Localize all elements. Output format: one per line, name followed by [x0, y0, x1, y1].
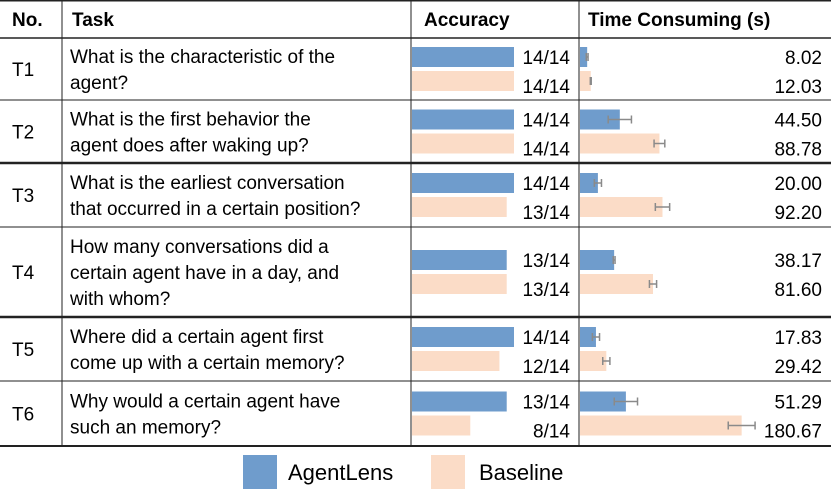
header-no: No.	[12, 10, 43, 31]
time-label-agentlens: 51.29	[774, 393, 822, 414]
task-text-line: with whom?	[69, 289, 170, 310]
time-errorbar-agentlens	[607, 115, 633, 124]
accuracy-label-agentlens: 14/14	[522, 111, 570, 132]
accuracy-bar-agentlens	[412, 391, 507, 412]
accuracy-label-agentlens: 14/14	[522, 328, 570, 349]
accuracy-label-baseline: 14/14	[522, 140, 570, 161]
accuracy-label-baseline: 14/14	[522, 77, 570, 98]
accuracy-label-agentlens: 14/14	[522, 174, 570, 195]
legend-label-agentlens: AgentLens	[288, 460, 393, 485]
row-id: T2	[12, 123, 34, 144]
time-errorbar-baseline	[601, 357, 611, 365]
time-bar-agentlens	[580, 250, 615, 270]
task-text-line: How many conversations did a	[70, 237, 329, 258]
table-grid	[0, 0, 831, 447]
time-label-agentlens: 20.00	[774, 174, 822, 195]
legend-swatch-baseline	[431, 455, 465, 489]
time-bar-baseline	[580, 133, 660, 154]
time-label-baseline: 81.60	[774, 280, 822, 301]
accuracy-label-baseline: 8/14	[533, 422, 570, 443]
time-errorbar-baseline	[589, 77, 592, 85]
task-text-line: certain agent have in a day, and	[70, 263, 339, 284]
row-id: T5	[12, 340, 34, 361]
accuracy-bar-agentlens	[412, 109, 514, 130]
table-row: T4 How many conversations did a certain ag…	[12, 237, 822, 310]
table-rows: T1 What is the characteristic of the agent…	[12, 47, 822, 443]
time-bar-baseline	[580, 274, 654, 294]
header-accuracy: Accuracy	[424, 10, 510, 31]
table-row: T1 What is the characteristic of the agent…	[12, 47, 822, 98]
table-header: No. Task Accuracy Time Consuming (s)	[12, 10, 770, 31]
row-id: T1	[12, 60, 34, 81]
accuracy-label-agentlens: 13/14	[522, 251, 570, 272]
task-text-line: What is the earliest conversation	[70, 173, 345, 194]
time-bar-agentlens	[580, 327, 596, 347]
table-row: T2 What is the first behavior the agent do…	[12, 109, 822, 161]
legend-swatch-agentlens	[243, 455, 277, 489]
time-bar-agentlens	[580, 47, 588, 67]
task-text-line: that occurred in a certain position?	[70, 199, 360, 220]
accuracy-bar-baseline	[412, 351, 500, 371]
row-id: T3	[12, 186, 34, 207]
time-label-baseline: 29.42	[774, 357, 822, 378]
time-errorbar-agentlens	[585, 53, 589, 61]
time-errorbar-baseline	[653, 139, 666, 148]
task-text-line: such an memory?	[70, 418, 221, 439]
time-errorbar-agentlens	[591, 333, 601, 341]
time-label-agentlens: 17.83	[774, 328, 822, 349]
time-errorbar-agentlens	[612, 256, 616, 264]
time-errorbar-baseline	[727, 421, 756, 430]
task-text-line: agent does after waking up?	[70, 136, 309, 157]
accuracy-bar-baseline	[412, 133, 514, 154]
legend: AgentLens Baseline	[243, 455, 563, 489]
table-row: T3 What is the earliest conversation that …	[12, 173, 822, 224]
task-text-line: What is the characteristic of the	[70, 47, 335, 68]
time-label-baseline: 180.67	[764, 422, 822, 443]
accuracy-bar-agentlens	[412, 47, 514, 67]
time-label-baseline: 88.78	[774, 140, 822, 161]
accuracy-label-baseline: 13/14	[522, 280, 570, 301]
time-bar-baseline	[580, 415, 742, 436]
time-label-baseline: 12.03	[774, 77, 822, 98]
time-errorbar-baseline	[648, 280, 658, 288]
time-bar-agentlens	[580, 173, 598, 193]
time-bar-agentlens	[580, 109, 620, 130]
accuracy-label-agentlens: 13/14	[522, 393, 570, 414]
time-label-agentlens: 8.02	[785, 48, 822, 69]
task-text-line: agent?	[70, 73, 128, 94]
time-errorbar-baseline	[654, 203, 671, 211]
time-errorbar-agentlens	[613, 397, 639, 406]
time-bar-agentlens	[580, 391, 626, 412]
table-row: T6 Why would a certain agent have such an …	[12, 391, 822, 443]
time-bar-baseline	[580, 71, 591, 91]
task-text-line: Where did a certain agent first	[70, 327, 324, 348]
accuracy-bar-agentlens	[412, 250, 507, 270]
accuracy-label-agentlens: 14/14	[522, 48, 570, 69]
time-bar-baseline	[580, 197, 663, 217]
legend-label-baseline: Baseline	[479, 460, 563, 485]
accuracy-bar-agentlens	[412, 173, 514, 193]
accuracy-bar-baseline	[412, 197, 507, 217]
task-text-line: Why would a certain agent have	[70, 392, 340, 413]
row-id: T6	[12, 405, 34, 426]
task-text-line: What is the first behavior the	[70, 110, 311, 131]
accuracy-label-baseline: 13/14	[522, 203, 570, 224]
accuracy-bar-baseline	[412, 415, 471, 436]
accuracy-label-baseline: 12/14	[522, 357, 570, 378]
table-row: T5 Where did a certain agent first come up…	[12, 327, 822, 378]
time-label-baseline: 92.20	[774, 203, 822, 224]
header-task: Task	[72, 10, 114, 31]
accuracy-bar-agentlens	[412, 327, 514, 347]
time-errorbar-agentlens	[593, 179, 603, 187]
time-label-agentlens: 44.50	[774, 111, 822, 132]
accuracy-bar-baseline	[412, 71, 514, 91]
task-text-line: come up with a certain memory?	[70, 353, 345, 374]
time-bar-baseline	[580, 351, 607, 371]
accuracy-bar-baseline	[412, 274, 507, 294]
row-id: T4	[12, 263, 35, 284]
time-label-agentlens: 38.17	[774, 251, 822, 272]
header-time: Time Consuming (s)	[588, 10, 770, 31]
